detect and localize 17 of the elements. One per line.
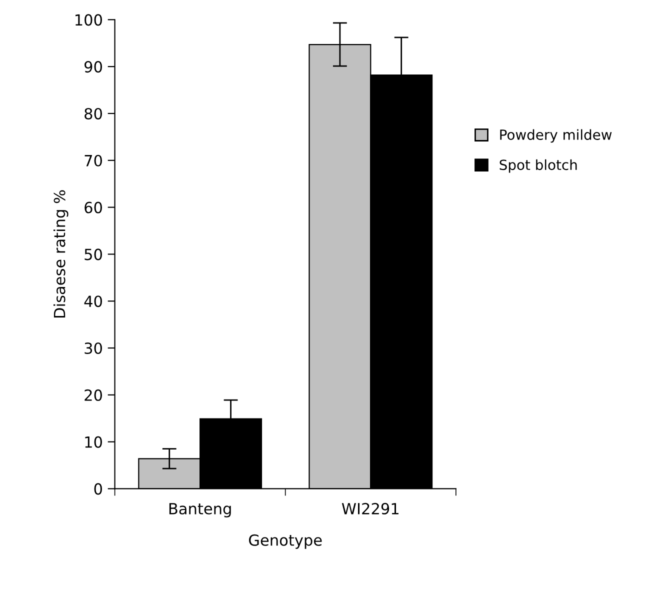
x-axis-title: Genotype <box>249 534 322 549</box>
y-tick-label: 40 <box>84 296 102 308</box>
y-tick-label: 80 <box>84 108 102 120</box>
y-tick-label: 100 <box>76 14 102 26</box>
y-tick-label: 10 <box>85 436 102 448</box>
legend-label: Powdery mildew <box>500 129 612 143</box>
y-tick-label: 70 <box>84 154 102 166</box>
y-tick-label: 50 <box>84 248 102 260</box>
y-tick-label: 20 <box>84 389 102 401</box>
y-tick-label: 30 <box>84 342 102 354</box>
y-tick-label: 0 <box>94 483 102 495</box>
x-tick-label: WI2291 <box>342 502 398 514</box>
y-axis-title: Disaese rating % <box>53 190 68 318</box>
legend-label: Spot blotch <box>500 159 577 173</box>
y-tick-label: 90 <box>84 61 102 73</box>
y-tick-label: 60 <box>84 202 102 214</box>
x-tick-label: Banteng <box>169 503 231 518</box>
